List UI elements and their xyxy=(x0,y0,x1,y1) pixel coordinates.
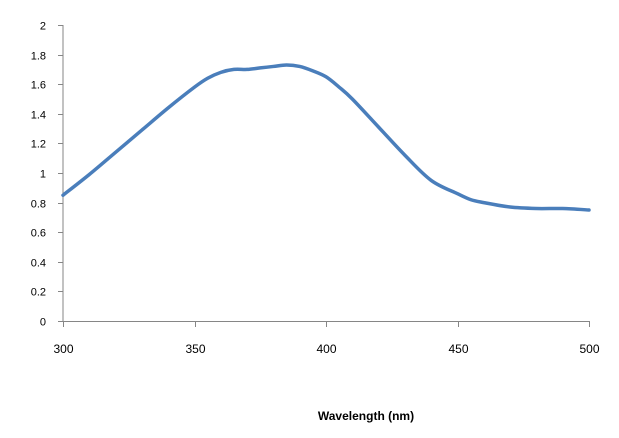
y-tick-label: 0.6 xyxy=(31,228,46,240)
y-tick-label: 1.8 xyxy=(31,51,46,63)
y-axis: 0 0.2 0.4 0.6 0.8 1 1.2 1.4 1.6 1.8 2 xyxy=(31,21,64,329)
x-tick-label: 300 xyxy=(53,342,73,356)
y-tick-label: 2 xyxy=(40,21,46,33)
x-tick-label: 400 xyxy=(316,342,336,356)
y-tick-label: 1.6 xyxy=(31,80,46,92)
y-tick-label: 0.4 xyxy=(31,258,46,270)
y-tick-label: 0.8 xyxy=(31,199,46,211)
y-tick-label: 1.2 xyxy=(31,139,46,151)
series-group xyxy=(61,63,591,212)
y-tick-label: 0.2 xyxy=(31,287,46,299)
x-tick-label: 500 xyxy=(579,342,599,356)
y-tick-label: 1.4 xyxy=(31,110,46,122)
x-tick-label: 350 xyxy=(185,342,205,356)
x-axis: 300 350 400 450 500 xyxy=(53,321,600,356)
x-axis-title: Wavelength (nm) xyxy=(318,409,414,423)
y-tick-label: 0 xyxy=(40,317,46,329)
y-tick-label: 1 xyxy=(40,169,46,181)
series-line-0 xyxy=(61,63,591,212)
x-tick-label: 450 xyxy=(448,342,468,356)
